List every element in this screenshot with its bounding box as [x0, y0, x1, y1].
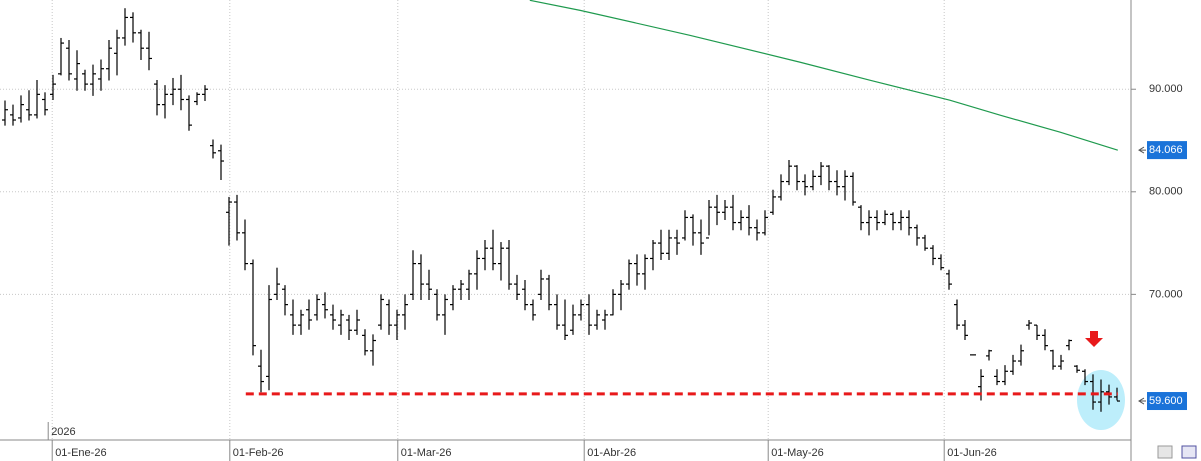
price-pointer — [1138, 146, 1146, 154]
x-tick-label: 01-May-26 — [771, 447, 824, 459]
x-tick-label: 01-Feb-26 — [233, 447, 284, 459]
y-tick-label: 70.000 — [1149, 288, 1183, 300]
year-label: 2026 — [51, 426, 75, 438]
price-box — [1147, 392, 1187, 411]
x-tick-label: 01-Mar-26 — [401, 447, 452, 459]
toolbar-icon[interactable] — [1157, 445, 1173, 459]
y-tick-label: 80.000 — [1149, 186, 1183, 198]
price-pointer — [1138, 397, 1146, 405]
price-label: 59.600 — [1149, 395, 1183, 407]
price-label: 84.066 — [1149, 144, 1183, 156]
x-tick-label: 01-Ene-26 — [55, 447, 106, 459]
down-arrow — [1085, 331, 1103, 347]
save-icon[interactable] — [1181, 445, 1197, 459]
y-tick-label: 90.000 — [1149, 83, 1183, 95]
x-tick-label: 01-Jun-26 — [947, 447, 997, 459]
x-tick-label: 01-Abr-26 — [587, 447, 636, 459]
moving-average — [529, 0, 1118, 151]
price-box — [1147, 141, 1187, 160]
